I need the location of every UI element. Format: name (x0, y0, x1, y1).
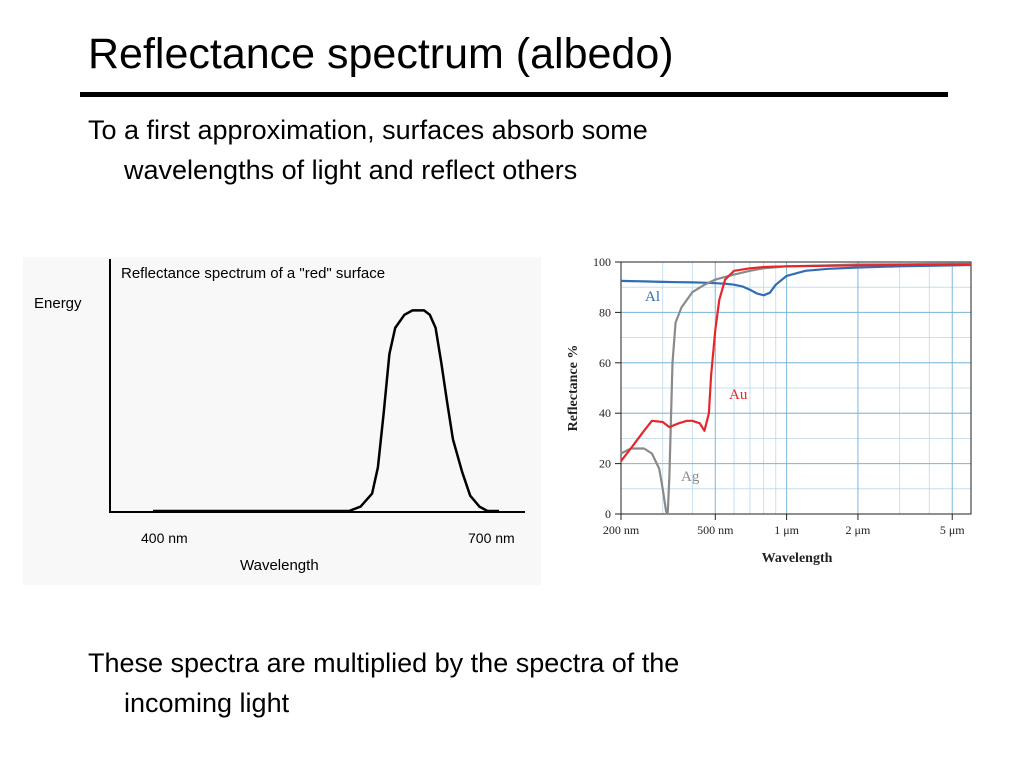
metal-reflectance-chart: 200 nm 500 nm 1 μm 2 μm 5 μm 0 20 40 60 80 100 Ref… (566, 255, 972, 566)
slide-title: Reflectance spectrum (albedo) (88, 30, 674, 78)
title-underline (80, 92, 948, 97)
chart2-ticks: 200 nm 500 nm 1 μm 2 μm 5 μm 0 20 40 60 80 100 (593, 255, 965, 537)
chart2-x-tick-label: 500 nm (697, 523, 734, 537)
chart2-x-tick-label: 200 nm (603, 523, 640, 537)
chart2-label-au: Au (729, 387, 748, 403)
bullet-point-1: To a first approximation, surfaces absor… (88, 110, 948, 190)
chart2-y-tick-label: 60 (599, 356, 611, 370)
chart2-y-tick-label: 40 (599, 406, 611, 420)
chart2-x-tick-label: 2 μm (846, 523, 871, 537)
bullet-1-line-1: To a first approximation, surfaces absor… (88, 115, 648, 145)
bullet-2-line-2: incoming light (124, 688, 290, 718)
bullet-2-line-1: These spectra are multiplied by the spec… (88, 648, 680, 678)
chart2-y-tick-label: 0 (605, 507, 611, 521)
chart2-y-tick-label: 80 (599, 305, 611, 319)
chart1-x-tick-label-700: 700 nm (468, 530, 515, 546)
chart2-x-axis-label: Wavelength (762, 551, 833, 566)
chart2-plot-frame (620, 261, 972, 515)
red-surface-reflectance-chart: Reflectance spectrum of a "red" surface … (23, 257, 541, 585)
chart2-grid (620, 262, 971, 514)
chart2-series-au-line (620, 263, 972, 462)
chart2-y-tick-label: 100 (593, 255, 611, 269)
chart2-series-ag-line (620, 262, 972, 516)
chart1-series-line (153, 309, 499, 513)
chart2-y-axis-label: Reflectance % (566, 345, 581, 432)
chart2-x-tick-label: 5 μm (940, 523, 965, 537)
chart2-series (620, 262, 972, 516)
chart2-label-al: Al (645, 289, 660, 305)
chart2-label-ag: Ag (681, 469, 700, 485)
chart1-x-axis-label: Wavelength (240, 557, 319, 574)
chart1-y-axis-label: Energy (34, 295, 82, 312)
chart2-y-tick-label: 20 (599, 457, 611, 471)
bullet-1-line-2: wavelengths of light and reflect others (124, 155, 578, 185)
chart1-x-tick-label-400: 400 nm (141, 530, 188, 546)
chart2-series-al-line (620, 263, 972, 297)
chart1-title: Reflectance spectrum of a "red" surface (121, 265, 385, 282)
chart1-background (23, 257, 541, 585)
chart2-x-tick-label: 1 μm (774, 523, 799, 537)
bullet-point-2: These spectra are multiplied by the spec… (88, 643, 948, 723)
